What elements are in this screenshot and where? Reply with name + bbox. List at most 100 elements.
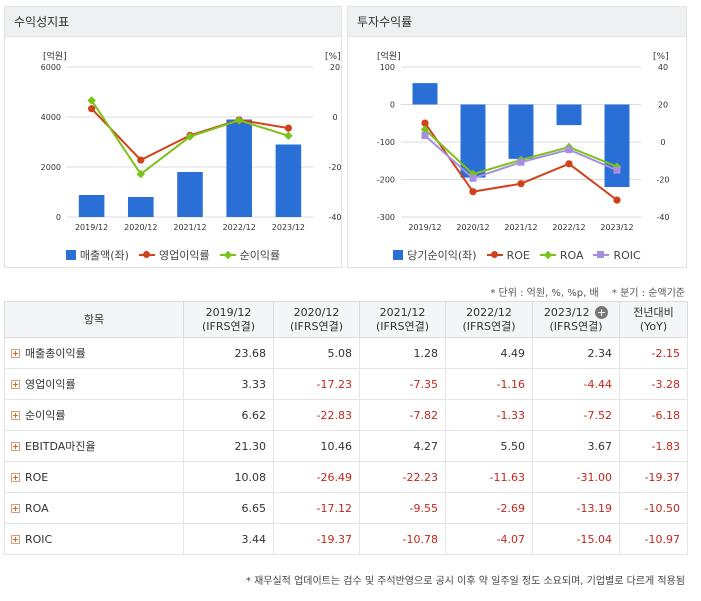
x-tick-label: 2020/12 (124, 223, 157, 232)
point (565, 146, 573, 154)
cell-value: -7.35 (359, 368, 446, 400)
cell-value: -2.69 (445, 492, 533, 524)
row-label[interactable]: ROE (4, 461, 184, 493)
header-yoy: 전년대비 (YoY) (619, 301, 688, 338)
right-tick-label: -40 (656, 213, 669, 222)
return-chart: [억원] [%] 100 0 -100 -200 -300 40 20 0 -20 -40 2019/1… (377, 50, 670, 232)
header-2021: 2021/12 (IFRS연결) (359, 301, 446, 338)
point (421, 132, 429, 140)
right-tick-label: -20 (328, 163, 341, 172)
cell-value: -1.33 (445, 399, 533, 431)
point (469, 174, 477, 182)
point (565, 160, 573, 168)
cell-value: 4.27 (359, 430, 446, 462)
expand-row-icon[interactable] (11, 442, 20, 451)
x-tick-label: 2021/12 (504, 223, 537, 232)
cell-value: -4.07 (445, 523, 533, 555)
cell-value: 4.49 (445, 337, 533, 369)
cell-value: -7.82 (359, 399, 446, 431)
table-row: ROE 10.08 -26.49 -22.23 -11.63 -31.00 -19.37 (4, 461, 688, 493)
cell-value: -22.83 (273, 399, 360, 431)
x-tick-label: 2023/12 (600, 223, 633, 232)
cell-value: -10.97 (619, 523, 688, 555)
point (234, 116, 244, 125)
cell-value: -19.37 (619, 461, 688, 493)
return-legend: 당기순이익(좌) ROE ROA ROIC (348, 247, 686, 263)
profitability-panel: 수익성지표 [억원] [%] 6000 4000 2000 0 20 0 -20 -40 2019/… (4, 6, 342, 268)
legend-item[interactable]: 매출액(좌) (65, 247, 129, 263)
cell-value: -31.00 (532, 461, 620, 493)
legend-line-swatch (539, 250, 556, 260)
point (517, 158, 525, 166)
legend-item[interactable]: 당기순이익(좌) (393, 247, 477, 263)
legend-item[interactable]: ROIC (593, 249, 641, 262)
cell-value: -6.18 (619, 399, 688, 431)
left-tick-label: -300 (377, 213, 395, 222)
legend-item[interactable]: ROA (539, 249, 583, 262)
row-label[interactable]: ROIC (4, 523, 184, 555)
left-axis-unit: [억원] (377, 50, 401, 62)
panel-title: 수익성지표 (5, 7, 341, 37)
unit-note: * 단위 : 억원, %, %p, 배 (490, 288, 599, 299)
right-tick-label: 20 (658, 101, 668, 110)
bar (177, 172, 203, 217)
bar (508, 104, 534, 159)
right-tick-label: 40 (658, 63, 668, 72)
point (137, 156, 145, 164)
left-axis-unit: [억원] (43, 50, 67, 62)
header-2020: 2020/12 (IFRS연결) (273, 301, 360, 338)
expand-row-icon[interactable] (11, 411, 20, 420)
expand-row-icon[interactable] (11, 349, 20, 358)
x-tick-label: 2019/12 (75, 223, 108, 232)
expand-row-icon[interactable] (11, 534, 20, 544)
right-tick-label: 20 (330, 63, 340, 72)
point (517, 180, 525, 188)
return-panel: 투자수익률 [억원] [%] 100 0 -100 -200 -300 40 20 0 -20 -40… (347, 6, 687, 268)
legend-item[interactable]: 순이익률 (219, 247, 280, 263)
row-label[interactable]: 매출총이익률 (4, 337, 184, 369)
expand-column-icon[interactable]: + (595, 305, 609, 319)
x-tick-label: 2023/12 (272, 223, 305, 232)
right-tick-label: -20 (656, 176, 669, 185)
cell-value: -13.19 (532, 492, 620, 524)
panel-title: 투자수익률 (348, 7, 686, 37)
cell-value: -26.49 (273, 461, 360, 493)
row-label[interactable]: EBITDA마진율 (4, 430, 184, 462)
cell-value: -3.28 (619, 368, 688, 400)
x-tick-label: 2022/12 (552, 223, 585, 232)
row-label[interactable]: ROA (4, 492, 184, 524)
left-tick-label: 6000 (41, 63, 61, 72)
cell-value: 5.50 (445, 430, 533, 462)
x-tick-label: 2021/12 (173, 223, 206, 232)
left-tick-label: -200 (377, 176, 395, 185)
cell-value: 6.65 (183, 492, 274, 524)
cell-value: -1.16 (445, 368, 533, 400)
table-row: 순이익률 6.62 -22.83 -7.82 -1.33 -7.52 -6.18 (4, 399, 688, 431)
row-label[interactable]: 영업이익률 (4, 368, 184, 400)
right-axis-unit: [%] (325, 52, 341, 62)
unit-notes: * 단위 : 억원, %, %p, 배 * 분기 : 순액기준 (480, 284, 685, 299)
left-tick-label: 0 (56, 213, 61, 222)
cell-value: 23.68 (183, 337, 274, 369)
table-row: 영업이익률 3.33 -17.23 -7.35 -1.16 -4.44 -3.28 (4, 368, 688, 400)
expand-row-icon[interactable] (11, 472, 20, 482)
table-row: ROIC 3.44 -19.37 -10.78 -4.07 -15.04 -10.97 (4, 523, 688, 555)
point (284, 124, 292, 132)
cell-value: 6.62 (183, 399, 274, 431)
point (185, 132, 195, 141)
cell-value: 3.33 (183, 368, 274, 400)
legend-item[interactable]: 영업이익률 (138, 247, 210, 263)
cell-value: 2.34 (532, 337, 620, 369)
legend-item[interactable]: ROE (486, 249, 530, 262)
legend-bar-swatch (65, 250, 76, 260)
expand-row-icon[interactable] (11, 380, 20, 389)
point (420, 125, 430, 134)
right-axis-unit: [%] (653, 52, 669, 62)
point (469, 188, 477, 196)
cell-value: -15.04 (532, 523, 620, 555)
cell-value: 10.46 (273, 430, 360, 462)
table-header-row: 항목 2019/12 (IFRS연결) 2020/12 (IFRS연결) 2021/… (4, 301, 688, 338)
expand-row-icon[interactable] (11, 503, 20, 513)
header-2022: 2022/12 (IFRS연결) (445, 301, 533, 338)
row-label[interactable]: 순이익률 (4, 399, 184, 431)
